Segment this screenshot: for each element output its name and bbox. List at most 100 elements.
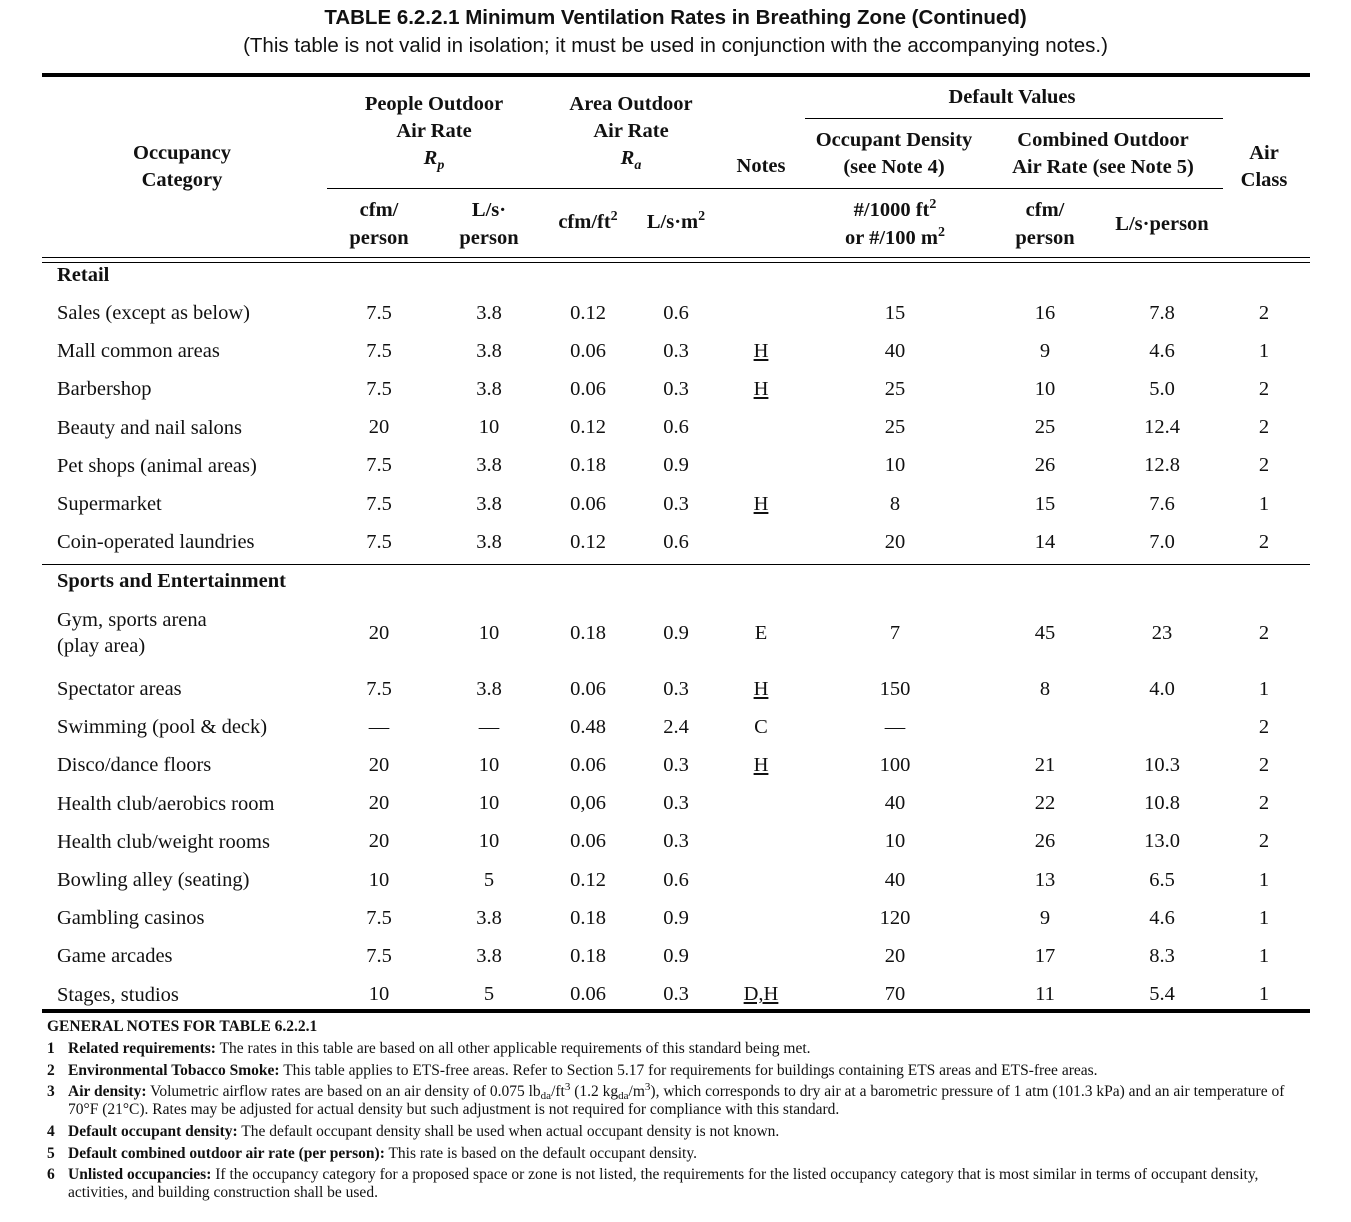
cell-combined-cfm-person: 26 <box>1034 830 1056 853</box>
cell-rp-ls-person: 3.8 <box>476 301 502 324</box>
table-row: Sales (except as below) 7.5 3.8 0.12 0.6 15 16… <box>0 298 1351 328</box>
cell-occupancy-category: Mall common areas <box>57 340 220 363</box>
cell-ra-cfm-ft2: 0.06 <box>570 753 606 776</box>
cell-ra-ls-m2: 0.6 <box>663 530 689 553</box>
cell-combined-ls-person: 13.0 <box>1144 830 1180 853</box>
cell-combined-cfm-person: 11 <box>1035 983 1055 1006</box>
cell-combined-ls-person: 4.0 <box>1149 677 1175 700</box>
cell-combined-ls-person: 12.8 <box>1144 454 1180 477</box>
cell-rp-ls-person: 3.8 <box>476 677 502 700</box>
cell-rp-ls-person: 10 <box>478 416 500 439</box>
cell-combined-ls-person: 23 <box>1151 621 1173 644</box>
header-occupancy-category: Occupancy Category <box>133 142 231 191</box>
cell-ra-cfm-ft2: 0.06 <box>570 677 606 700</box>
table-row: Health club/weight rooms 20 10 0.06 0.3 10 26 1… <box>0 827 1351 857</box>
cell-combined-ls-person: 10.3 <box>1144 753 1180 776</box>
cell-rp-ls-person: — <box>478 715 500 738</box>
cell-notes <box>721 827 801 857</box>
cell-combined-ls-person: 12.4 <box>1144 416 1180 439</box>
cell-ra-cfm-ft2: 0.06 <box>570 377 606 400</box>
cell-combined-ls-person: 4.6 <box>1149 339 1175 362</box>
unit-combined-ls-person: L/s·person <box>1115 213 1209 235</box>
table-row: Beauty and nail salons 20 10 0.12 0.6 25 25 12.… <box>0 413 1351 443</box>
header-people-outdoor-air-rate: People Outdoor Air Rate Rp <box>364 93 504 173</box>
cell-ra-ls-m2: 0.9 <box>663 454 689 477</box>
cell-ra-ls-m2: 0.3 <box>663 677 689 700</box>
cell-rp-cfm-person: 20 <box>368 753 390 776</box>
cell-air-class: 2 <box>1258 621 1270 644</box>
table-row: Supermarket 7.5 3.8 0.06 0.3 H 8 15 7.6 1 <box>0 489 1351 519</box>
cell-ra-cfm-ft2: 0.12 <box>570 868 606 891</box>
cell-occupancy-category: Gambling casinos <box>57 907 205 930</box>
cell-air-class: 2 <box>1258 530 1270 553</box>
cell-occupancy-category: Bowling alley (seating) <box>57 869 250 891</box>
cell-combined-ls-person: 5.0 <box>1149 377 1175 400</box>
cell-combined-cfm-person: 26 <box>1034 454 1056 477</box>
cell-rp-cfm-person: — <box>368 715 390 738</box>
cell-ra-cfm-ft2: 0.18 <box>570 621 606 644</box>
header-default-values: Default Values <box>948 86 1076 108</box>
cell-rp-ls-person: 5 <box>483 868 495 891</box>
cell-occupancy-category: Swimming (pool & deck) <box>57 716 268 739</box>
cell-ra-ls-m2: 0.9 <box>663 944 689 967</box>
cell-occupant-density: 25 <box>884 416 906 439</box>
cell-occupancy-category: Health club/weight rooms <box>57 830 270 853</box>
table-title: TABLE 6.2.2.1 Minimum Ventilation Rates … <box>324 6 1027 29</box>
cell-combined-cfm-person: 15 <box>1034 492 1056 515</box>
cell-rp-ls-person: 3.8 <box>476 906 502 929</box>
cell-rp-cfm-person: 7.5 <box>366 677 392 700</box>
cell-occupancy-category: Barbershop <box>57 378 152 401</box>
cell-ra-ls-m2: 0.3 <box>663 339 689 362</box>
cell-occupancy-category: Pet shops (animal areas) <box>57 454 257 477</box>
cell-occupant-density: 15 <box>884 301 906 324</box>
unit-rp-ls-person: L/s· person <box>459 199 519 249</box>
table-row: Coin-operated laundries 7.5 3.8 0.12 0.6 20 14… <box>0 527 1351 557</box>
table-row: Mall common areas 7.5 3.8 0.06 0.3 H 40 9 4.6 1 <box>0 336 1351 366</box>
cell-occupancy-category: Coin-operated laundries <box>57 531 255 554</box>
cell-ra-cfm-ft2: 0.06 <box>570 830 606 853</box>
cell-air-class: 2 <box>1258 715 1270 738</box>
cell-combined-cfm-person: 45 <box>1034 621 1056 644</box>
cell-notes <box>721 451 801 481</box>
table-row: Gambling casinos 7.5 3.8 0.18 0.9 120 9 4.6 1 <box>0 903 1351 933</box>
cell-ra-ls-m2: 0.6 <box>663 416 689 439</box>
cell-air-class: 1 <box>1258 906 1270 929</box>
cell-combined-ls-person: 5.4 <box>1149 983 1175 1006</box>
general-note-1: 1 Related requirements: The rates in thi… <box>47 1040 811 1057</box>
cell-ra-ls-m2: 0.9 <box>663 621 689 644</box>
cell-ra-ls-m2: 0.3 <box>663 753 689 776</box>
cell-combined-cfm-person: 25 <box>1034 416 1056 439</box>
cell-ra-cfm-ft2: 0.18 <box>570 906 606 929</box>
unit-ra-cfm-ft2: cfm/ft2 <box>558 209 618 234</box>
cell-combined-ls-person: 7.8 <box>1149 301 1175 324</box>
cell-rp-cfm-person: 7.5 <box>366 339 392 362</box>
header-combined-outdoor-air-rate: Combined Outdoor Air Rate (see Note 5) <box>1012 129 1194 178</box>
general-notes-heading: GENERAL NOTES FOR TABLE 6.2.2.1 <box>47 1018 318 1035</box>
cell-combined-ls-person: 4.6 <box>1149 906 1175 929</box>
cell-combined-ls-person: 7.6 <box>1149 492 1175 515</box>
cell-combined-cfm-person: 8 <box>1039 677 1051 700</box>
cell-ra-cfm-ft2: 0.12 <box>570 416 606 439</box>
section-heading-retail: Retail <box>57 264 110 286</box>
cell-ra-ls-m2: 0.6 <box>663 868 689 891</box>
cell-occupant-density: 20 <box>884 944 906 967</box>
cell-rp-ls-person: 3.8 <box>476 944 502 967</box>
general-note-3: 3 Air density: Volumetric airflow rates … <box>47 1081 1285 1119</box>
cell-notes: H <box>753 753 769 776</box>
unit-ra-ls-m2: L/s·m2 <box>646 209 706 234</box>
cell-occupant-density: 10 <box>884 454 906 477</box>
header-sub-rule <box>327 188 1223 189</box>
cell-rp-ls-person: 10 <box>478 621 500 644</box>
table-subtitle: (This table is not valid in isolation; i… <box>243 34 1108 57</box>
cell-notes: H <box>753 377 769 400</box>
cell-rp-cfm-person: 20 <box>368 792 390 815</box>
cell-notes: H <box>753 677 769 700</box>
cell-occupant-density: 40 <box>884 339 906 362</box>
cell-rp-cfm-person: 7.5 <box>366 944 392 967</box>
cell-rp-ls-person: 10 <box>478 753 500 776</box>
cell-air-class: 2 <box>1258 792 1270 815</box>
table-row: Bowling alley (seating) 10 5 0.12 0.6 40 13 6.5… <box>0 865 1351 895</box>
general-note-6: 6 Unlisted occupancies: If the occupancy… <box>47 1166 1259 1201</box>
cell-rp-cfm-person: 20 <box>368 621 390 644</box>
cell-combined-cfm-person: 22 <box>1034 792 1056 815</box>
